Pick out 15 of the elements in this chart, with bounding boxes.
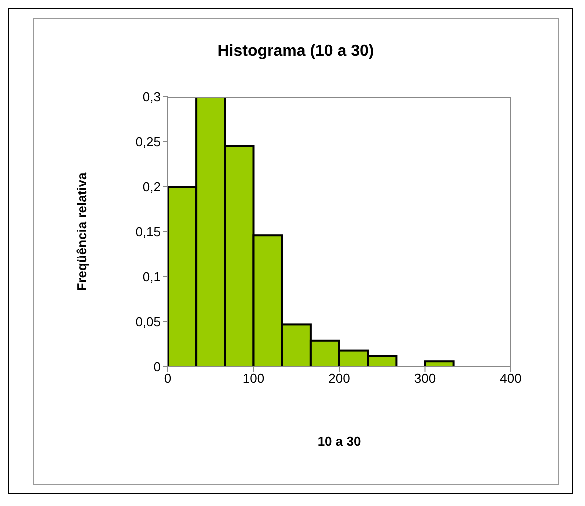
x-tick-label: 300 (414, 371, 436, 386)
chart-title: Histograma (10 a 30) (216, 43, 376, 61)
y-tick-label: 0,1 (142, 270, 161, 285)
x-axis-title: 10 a 30 (318, 434, 362, 449)
y-tick-label: 0,15 (136, 224, 161, 240)
y-tick-label: 0,2 (142, 180, 161, 195)
x-tick-label: 100 (242, 371, 265, 386)
y-tick-label: 0,25 (136, 134, 161, 150)
x-tick-label: 0 (164, 371, 172, 386)
y-tick-label: 0 (154, 360, 161, 375)
x-tick-label: 400 (500, 371, 522, 386)
x-tick-label: 200 (328, 371, 350, 386)
y-tick-label: 0,3 (142, 90, 161, 105)
y-tick-label: 0,05 (136, 314, 161, 330)
y-axis-title: Freqüência relativa (74, 172, 90, 292)
